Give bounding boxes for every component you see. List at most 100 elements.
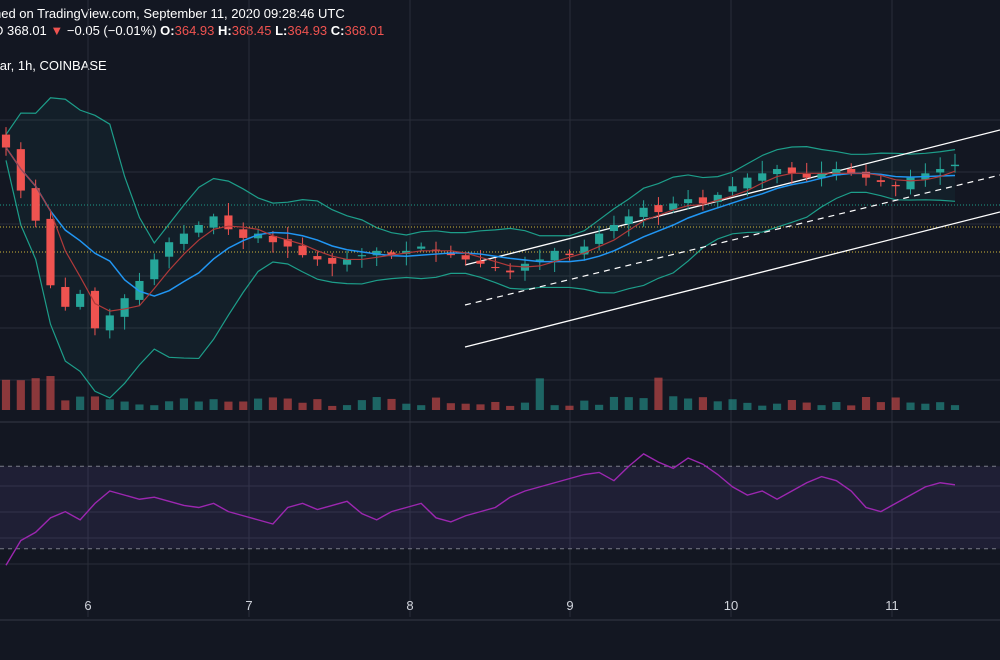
volume-bar	[787, 400, 796, 410]
candle-body	[787, 167, 796, 174]
last-price: 368.01	[7, 23, 47, 38]
candle-body	[891, 184, 900, 187]
candle-body	[743, 177, 752, 189]
volume-bar	[772, 403, 782, 410]
low-value: 364.93	[287, 23, 328, 38]
candle-body	[609, 225, 619, 232]
ohlc-line: D 368.01 ▼ −0.05 (−0.01%) O:364.93 H:368…	[0, 23, 384, 38]
volume-bar	[1, 379, 11, 410]
volume-bar	[194, 401, 203, 410]
open-label: O:	[160, 23, 175, 38]
volume-bar	[209, 399, 218, 410]
candle-body	[847, 168, 856, 174]
x-axis: 6 7 8 9 10 11	[84, 598, 898, 613]
volume-bar	[891, 397, 900, 410]
volume-bar	[624, 397, 633, 410]
volume-bar	[150, 405, 159, 410]
candle-body	[372, 250, 381, 256]
volume-bar	[342, 405, 352, 410]
volume-bar	[283, 398, 292, 410]
volume-bar	[165, 401, 174, 410]
candle-body	[76, 293, 85, 307]
volume-bar	[16, 380, 25, 410]
volume-bar	[357, 400, 366, 410]
candle-body	[698, 197, 707, 204]
candle-body	[224, 215, 233, 230]
candle-body	[506, 270, 515, 273]
volume-bar	[179, 398, 189, 410]
volume-bar	[328, 405, 337, 410]
high-value: 368.45	[231, 23, 272, 38]
candle-body	[861, 171, 871, 178]
x-tick-label: 10	[724, 598, 738, 613]
x-tick-label: 8	[406, 598, 413, 613]
volume-bar	[387, 398, 396, 410]
volume-bar	[46, 376, 55, 410]
volume-bar	[713, 401, 722, 410]
candle-body	[446, 253, 455, 256]
volume-bar	[90, 396, 100, 410]
channel-mid	[464, 174, 1000, 306]
volume-bar	[461, 403, 470, 410]
candle-body	[417, 246, 426, 249]
volume-bar	[491, 401, 500, 410]
candle-body	[313, 256, 322, 260]
volume-bar	[936, 402, 945, 410]
price-change: −0.05 (−0.01%)	[66, 23, 157, 38]
x-tick-label: 7	[245, 598, 252, 613]
candle-body	[31, 188, 40, 221]
candle-body	[684, 199, 693, 204]
candle-body	[165, 242, 174, 257]
volume-bar	[743, 402, 752, 410]
candle-body	[802, 174, 811, 178]
candle-body	[950, 164, 960, 167]
candle-body	[758, 173, 767, 181]
volume-bar	[728, 399, 737, 410]
volume-bar	[224, 401, 233, 410]
candle-body	[476, 260, 485, 264]
candle-body	[1, 134, 11, 148]
candle-body	[817, 173, 826, 179]
moving-averages	[5, 147, 956, 312]
candle-body	[268, 235, 277, 243]
candle-body	[906, 177, 915, 190]
rsi-band	[0, 466, 1000, 549]
low-label: L:	[275, 23, 288, 38]
price-channel	[464, 129, 1000, 348]
volume-bar	[535, 378, 544, 410]
volume-bar	[565, 405, 574, 410]
x-tick-label: 11	[885, 598, 899, 613]
channel-lower	[464, 211, 1000, 348]
candle-body	[936, 169, 945, 173]
price-prefix: D	[0, 23, 3, 38]
candles	[1, 127, 960, 339]
rsi-line	[5, 453, 956, 566]
candle-body	[357, 255, 366, 257]
candle-body	[209, 216, 218, 228]
volume-bar	[402, 403, 411, 410]
bollinger-bands	[5, 97, 956, 399]
candle-body	[431, 249, 441, 251]
candle-body	[550, 250, 559, 261]
candle-body	[61, 286, 70, 307]
bb-upper	[5, 97, 956, 245]
candle-body	[832, 169, 841, 176]
candle-body	[194, 225, 203, 233]
volume-bar	[609, 396, 619, 410]
close-label: C:	[330, 23, 345, 38]
volume-bar	[654, 377, 663, 410]
candle-body	[669, 203, 678, 210]
channel-upper	[464, 129, 1000, 266]
published-text: hed on TradingView.com, September 11, 20…	[0, 6, 345, 21]
volume-bar	[76, 396, 85, 410]
candle-body	[254, 233, 263, 239]
candle-body	[150, 259, 159, 280]
candle-body	[876, 180, 885, 182]
volume-bar	[847, 405, 856, 410]
volume-bar	[135, 404, 144, 410]
volume-bar	[372, 397, 381, 410]
grid	[0, 0, 1000, 621]
volume-bar	[921, 403, 930, 410]
candle-body	[654, 205, 663, 213]
